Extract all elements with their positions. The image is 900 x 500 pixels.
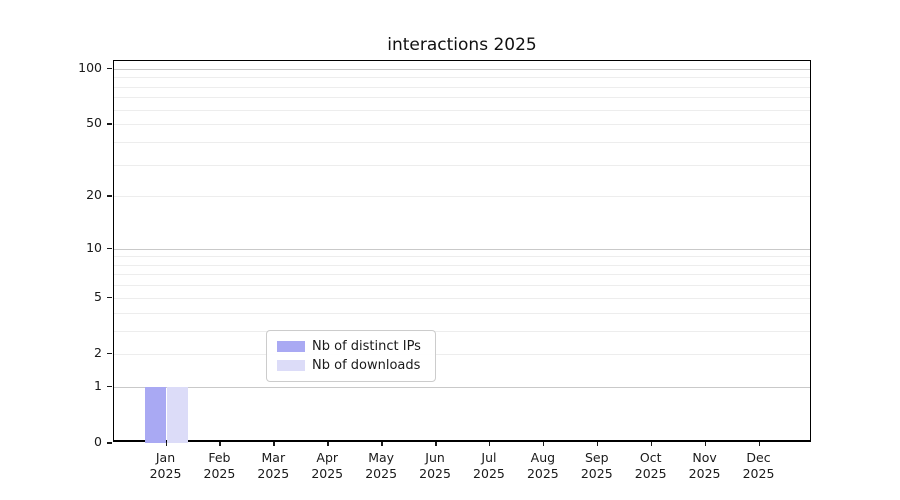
x-tick-year: 2025 — [149, 466, 182, 481]
y-tick-mark — [107, 296, 112, 299]
y-tick-mark — [107, 352, 112, 355]
x-tick-label: Sep 2025 — [567, 450, 627, 482]
gridline-minor — [114, 109, 810, 111]
x-tick-mark — [381, 442, 383, 446]
bar-nb-of-downloads — [166, 386, 189, 443]
x-tick-label: Nov 2025 — [675, 450, 735, 482]
x-tick-year: 2025 — [365, 466, 398, 481]
bar-nb-of-distinct-ips — [144, 386, 167, 443]
gridline-minor — [114, 264, 810, 266]
x-tick-mark — [219, 442, 221, 446]
y-tick-label: 1 — [94, 377, 102, 393]
y-tick-label: 20 — [86, 187, 102, 203]
legend-swatch-downloads — [277, 360, 305, 371]
x-tick-label: Oct 2025 — [621, 450, 681, 482]
x-tick-year: 2025 — [688, 466, 721, 481]
gridline-minor — [114, 274, 810, 276]
x-tick-month: Jan — [155, 450, 176, 465]
gridline-minor — [114, 97, 810, 99]
gridline-minor — [114, 312, 810, 314]
gridline-minor — [114, 124, 810, 126]
x-tick-year: 2025 — [580, 466, 613, 481]
gridline-minor — [114, 285, 810, 287]
gridline-minor — [114, 330, 810, 332]
gridline-minor — [114, 256, 810, 258]
x-tick-mark — [704, 442, 707, 446]
gridline-minor — [114, 141, 810, 143]
x-tick-mark — [273, 442, 275, 446]
x-tick-year: 2025 — [203, 466, 236, 481]
x-tick-label: Aug 2025 — [513, 450, 573, 482]
x-tick-month: Apr — [316, 450, 339, 465]
y-tick-mark — [107, 195, 112, 197]
x-tick-year: 2025 — [419, 466, 451, 481]
x-tick-label: May 2025 — [351, 450, 411, 482]
y-tick-mark — [107, 442, 112, 444]
x-tick-label: Jul 2025 — [459, 450, 519, 482]
x-tick-label: Jun 2025 — [405, 450, 465, 482]
x-tick-label: Dec 2025 — [729, 450, 789, 482]
legend-swatch-distinct-ips — [277, 341, 305, 352]
gridline-minor — [114, 77, 810, 79]
x-tick-year: 2025 — [473, 466, 505, 481]
chart-title: interactions 2025 — [387, 35, 537, 55]
y-tick-label: 100 — [78, 59, 102, 75]
y-tick-label: 5 — [94, 288, 102, 304]
legend-label-downloads: Nb of downloads — [312, 358, 421, 373]
gridline-major — [114, 248, 810, 250]
x-tick-month: Mar — [261, 450, 286, 465]
x-tick-label: Mar 2025 — [243, 450, 303, 482]
y-tick-mark — [107, 247, 112, 249]
y-tick-mark — [107, 123, 112, 125]
plot-area — [113, 60, 811, 443]
x-tick-year: 2025 — [742, 466, 775, 481]
x-tick-mark — [650, 442, 653, 446]
x-tick-mark — [488, 442, 491, 446]
x-tick-mark — [435, 442, 437, 446]
y-tick-label: 50 — [86, 115, 102, 131]
y-tick-label: 0 — [94, 434, 102, 449]
x-tick-month: Feb — [208, 450, 231, 465]
x-tick-month: Oct — [639, 450, 662, 465]
gridline-minor — [114, 297, 810, 299]
gridline-major — [114, 386, 810, 388]
x-tick-month: Dec — [746, 450, 771, 465]
x-tick-month: Jul — [481, 450, 497, 465]
x-tick-mark — [596, 442, 599, 446]
legend-label-distinct-ips: Nb of distinct IPs — [312, 339, 421, 354]
gridline-minor — [114, 164, 810, 166]
gridline-minor — [114, 196, 810, 198]
y-tick-mark — [107, 385, 112, 388]
x-tick-label: Feb 2025 — [189, 450, 249, 482]
x-tick-mark — [165, 442, 167, 446]
x-tick-month: Sep — [584, 450, 609, 465]
x-tick-month: Jun — [425, 450, 445, 465]
x-tick-mark — [327, 442, 329, 446]
x-tick-month: Aug — [530, 450, 556, 465]
x-tick-label: Jan 2025 — [136, 450, 196, 482]
y-tick-label: 10 — [86, 239, 102, 255]
x-tick-year: 2025 — [257, 466, 290, 481]
legend-item-downloads: Nb of downloads — [277, 356, 427, 375]
gridline-major — [114, 68, 810, 70]
x-tick-label: Apr 2025 — [297, 450, 357, 482]
y-tick-label: 2 — [94, 344, 102, 360]
x-tick-month: May — [368, 450, 395, 465]
y-tick-mark — [107, 67, 112, 70]
gridline-minor — [114, 86, 810, 88]
x-tick-mark — [542, 442, 545, 446]
legend-item-distinct-ips: Nb of distinct IPs — [277, 337, 427, 356]
x-tick-month: Nov — [692, 450, 717, 465]
legend: Nb of distinct IPs Nb of downloads — [266, 330, 436, 382]
x-tick-year: 2025 — [311, 466, 344, 481]
gridline-minor — [114, 353, 810, 355]
x-tick-year: 2025 — [634, 466, 667, 481]
x-tick-year: 2025 — [526, 466, 559, 481]
x-tick-mark — [758, 442, 760, 446]
